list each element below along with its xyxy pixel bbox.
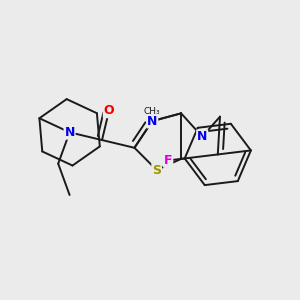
Text: CH₃: CH₃ (144, 106, 160, 116)
Text: N: N (197, 130, 207, 143)
Text: N: N (64, 126, 75, 139)
Text: O: O (104, 104, 114, 117)
Text: S: S (152, 164, 161, 176)
Text: F: F (164, 154, 172, 167)
Text: N: N (147, 115, 158, 128)
